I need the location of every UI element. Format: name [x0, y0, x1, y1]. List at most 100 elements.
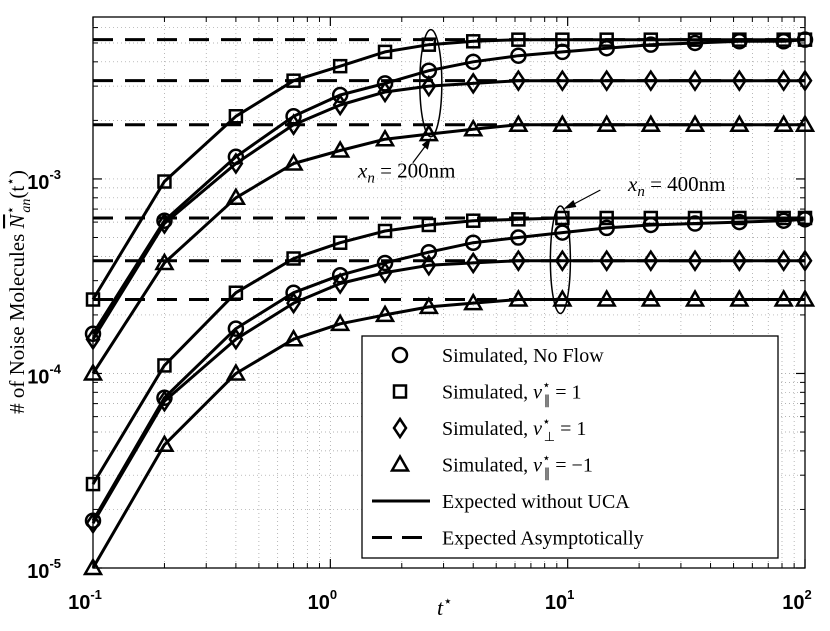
data-point-diamond [332, 272, 348, 295]
legend-math: v [533, 382, 542, 404]
series-line [91, 259, 805, 524]
legend-math-rest: = 1 [550, 382, 581, 404]
y-axis-label-arg-sup: ⋆ [4, 177, 19, 186]
y-tick-exponent: -3 [49, 167, 61, 182]
data-point-square [228, 109, 244, 124]
data-point-diamond [510, 249, 526, 272]
annotation-rest: = 400nm [645, 172, 726, 196]
legend-math-sup: ⋆ [542, 379, 551, 394]
data-point-diamond [156, 389, 172, 413]
data-point-square [511, 212, 526, 227]
data-point-square [377, 44, 393, 60]
series-line [91, 38, 806, 335]
data-point-square [332, 58, 348, 74]
data-point-square [687, 210, 703, 226]
data-point-diamond [228, 327, 244, 351]
series-line [91, 38, 805, 301]
data-point-square [465, 213, 481, 228]
data-point-triangle [330, 313, 351, 332]
x-axis-label: t⋆ [437, 594, 453, 620]
series-line [91, 79, 805, 340]
data-point-square [421, 217, 437, 233]
data-point-diamond [731, 249, 747, 272]
data-point-triangle [463, 118, 484, 137]
y-tick-label: 10-4 [27, 361, 62, 388]
data-point-diamond [510, 69, 526, 92]
legend-math-sup: ⋆ [542, 415, 551, 430]
annotation-label-200nm: xn = 200nm [357, 159, 456, 187]
x-tick-exponent: 1 [567, 587, 574, 602]
legend-math-sub: ∥ [544, 466, 551, 481]
data-point-diamond [731, 69, 747, 92]
data-point-diamond [286, 291, 302, 315]
y-axis-label-text: # of Noise Molecules [5, 228, 29, 413]
annotation-ellipse-200nm [419, 28, 443, 138]
data-point-triangle [684, 114, 706, 132]
data-point-circle [510, 47, 527, 64]
data-point-square [332, 235, 348, 250]
data-point-triangle [225, 362, 247, 381]
plot-frame [92, 16, 806, 569]
data-point-diamond [465, 251, 481, 275]
y-tick-exponent: -5 [49, 556, 61, 571]
x-tick-label: 101 [545, 587, 574, 614]
data-point-triangle [684, 288, 706, 307]
data-point-diamond [421, 74, 437, 98]
data-point-square [643, 210, 659, 226]
data-point-triangle [508, 288, 529, 307]
data-point-square [776, 32, 791, 47]
y-axis-label-math: N [5, 213, 29, 229]
data-point-triangle [330, 140, 351, 158]
data-point-square [555, 210, 570, 226]
data-point-square [228, 285, 244, 300]
data-point-triangle [154, 252, 175, 271]
data-point-triangle [225, 187, 247, 206]
data-point-triangle [640, 288, 661, 307]
data-point-triangle [283, 153, 304, 171]
data-point-square [511, 32, 526, 47]
data-point-diamond [599, 69, 615, 92]
legend-math-sub: ∥ [544, 393, 551, 408]
data-point-circle [331, 266, 349, 284]
data-point-diamond [687, 69, 703, 92]
data-point-circle [464, 234, 482, 251]
legend-marker-diamond [392, 416, 408, 440]
y-tick-label: 10-3 [27, 167, 61, 194]
data-point-square [643, 32, 659, 47]
legend-math-sub: ⊥ [544, 429, 555, 444]
data-point-diamond [687, 249, 703, 272]
series-curves [91, 38, 806, 569]
data-point-triangle [552, 114, 573, 132]
data-point-square [157, 174, 172, 189]
y-axis-label-arg-close: ) [5, 170, 29, 177]
x-tick-label: 102 [782, 587, 811, 614]
data-point-circle [376, 75, 394, 92]
annotation-arrowhead-200nm [421, 137, 431, 150]
data-point-diamond [554, 249, 570, 272]
legend-text-part: Simulated, [442, 455, 533, 477]
data-point-diamond [554, 69, 570, 92]
data-point-square [157, 358, 172, 373]
data-point-circle [420, 243, 438, 261]
x-tick-label: 100 [308, 587, 337, 614]
data-point-triangle [154, 434, 175, 453]
data-point-triangle [729, 288, 750, 307]
series-markers [82, 31, 816, 576]
data-point-square [732, 32, 747, 47]
legend-text-part: Simulated, No Flow [442, 345, 604, 367]
legend-text-part: Simulated, [442, 418, 533, 440]
annotation-rest: = 200nm [375, 159, 456, 183]
series-line [91, 216, 805, 485]
data-point-circle [376, 254, 394, 272]
data-point-circle [227, 148, 245, 166]
x-tick-exponent: 0 [330, 587, 337, 602]
legend-marker-triangle [389, 453, 411, 472]
data-point-diamond [599, 249, 615, 272]
legend-math-rest: = 1 [555, 418, 586, 440]
data-point-circle [227, 320, 245, 337]
data-point-diamond [228, 152, 244, 175]
y-axis-label-arg: (t [5, 186, 29, 199]
series-line [91, 298, 805, 569]
